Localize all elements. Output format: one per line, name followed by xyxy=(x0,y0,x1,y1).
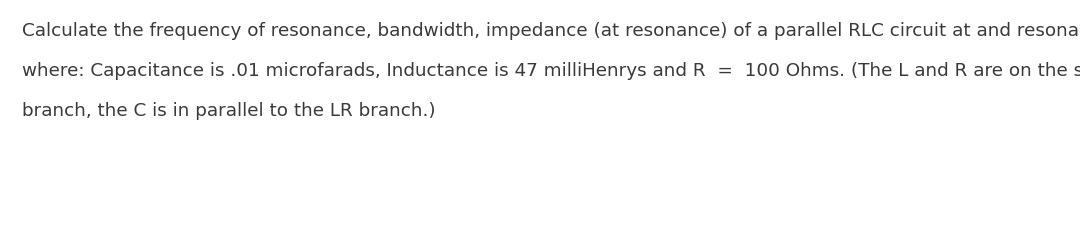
Text: branch, the C is in parallel to the LR branch.): branch, the C is in parallel to the LR b… xyxy=(22,102,435,120)
Text: Calculate the frequency of resonance, bandwidth, impedance (at resonance) of a p: Calculate the frequency of resonance, ba… xyxy=(22,22,1080,40)
Text: where: Capacitance is .01 microfarads, Inductance is 47 milliHenrys and R  =  10: where: Capacitance is .01 microfarads, I… xyxy=(22,62,1080,80)
